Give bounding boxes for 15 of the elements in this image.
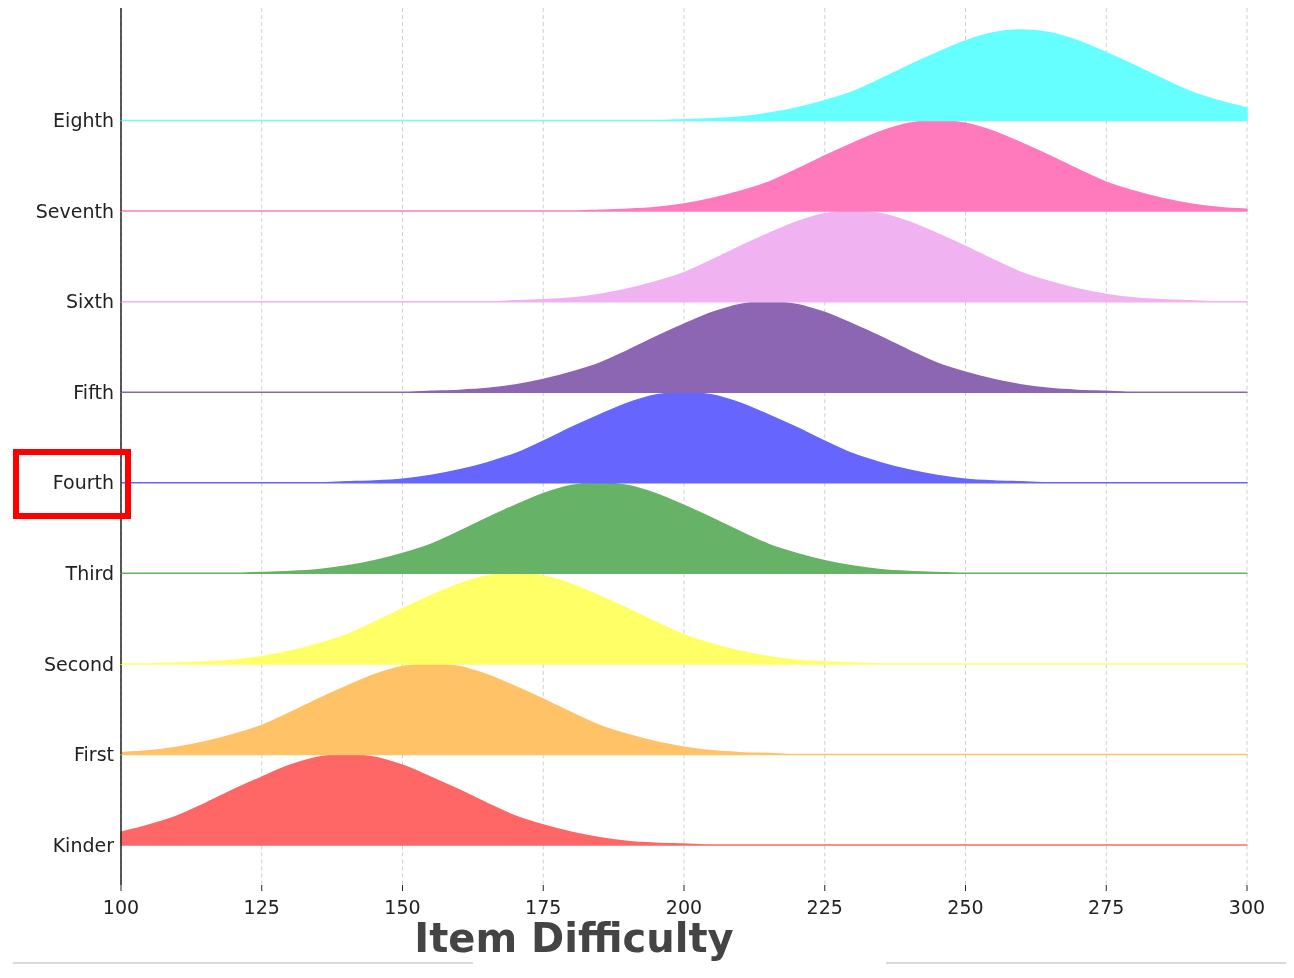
x-tick-label: 275 (1088, 896, 1125, 919)
series-label: Sixth (65, 290, 114, 313)
series-label: Fourth (52, 471, 114, 494)
series-label: Eighth (53, 109, 114, 132)
x-tick-label: 100 (102, 896, 140, 919)
series-label: Second (44, 652, 114, 675)
series-label: Seventh (35, 199, 114, 222)
series-label: First (74, 743, 114, 766)
x-tick-label: 125 (243, 896, 280, 919)
series-label: Third (64, 561, 114, 584)
x-tick-label: 250 (947, 896, 984, 919)
x-tick-label: 300 (1228, 896, 1266, 919)
series-label: Kinder (52, 833, 115, 856)
series-label: Fifth (73, 380, 114, 403)
x-tick-label: 225 (806, 896, 843, 919)
